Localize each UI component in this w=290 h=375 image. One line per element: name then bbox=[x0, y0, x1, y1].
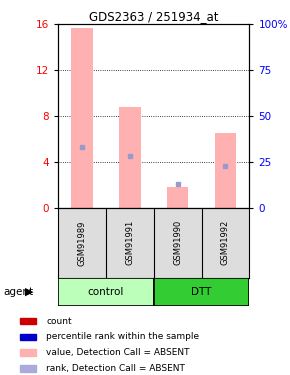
Bar bbox=[215, 134, 236, 208]
Text: rank, Detection Call = ABSENT: rank, Detection Call = ABSENT bbox=[46, 364, 185, 373]
Text: value, Detection Call = ABSENT: value, Detection Call = ABSENT bbox=[46, 348, 190, 357]
Bar bbox=[20, 318, 36, 324]
Bar bbox=[71, 28, 93, 208]
Bar bbox=[58, 278, 154, 306]
Text: GSM91989: GSM91989 bbox=[77, 220, 86, 266]
Bar bbox=[20, 334, 36, 340]
Text: GSM91992: GSM91992 bbox=[221, 220, 230, 266]
Text: GSM91991: GSM91991 bbox=[125, 220, 134, 266]
Text: control: control bbox=[88, 286, 124, 297]
Bar bbox=[119, 107, 141, 208]
Bar bbox=[167, 188, 189, 208]
Bar bbox=[20, 365, 36, 372]
Bar bbox=[154, 278, 249, 306]
Text: GSM91990: GSM91990 bbox=[173, 220, 182, 266]
Text: DTT: DTT bbox=[191, 286, 212, 297]
Title: GDS2363 / 251934_at: GDS2363 / 251934_at bbox=[89, 10, 218, 23]
Bar bbox=[20, 350, 36, 356]
Text: percentile rank within the sample: percentile rank within the sample bbox=[46, 333, 200, 341]
Text: agent: agent bbox=[3, 286, 33, 297]
Text: ▶: ▶ bbox=[25, 286, 33, 297]
Text: count: count bbox=[46, 316, 72, 326]
